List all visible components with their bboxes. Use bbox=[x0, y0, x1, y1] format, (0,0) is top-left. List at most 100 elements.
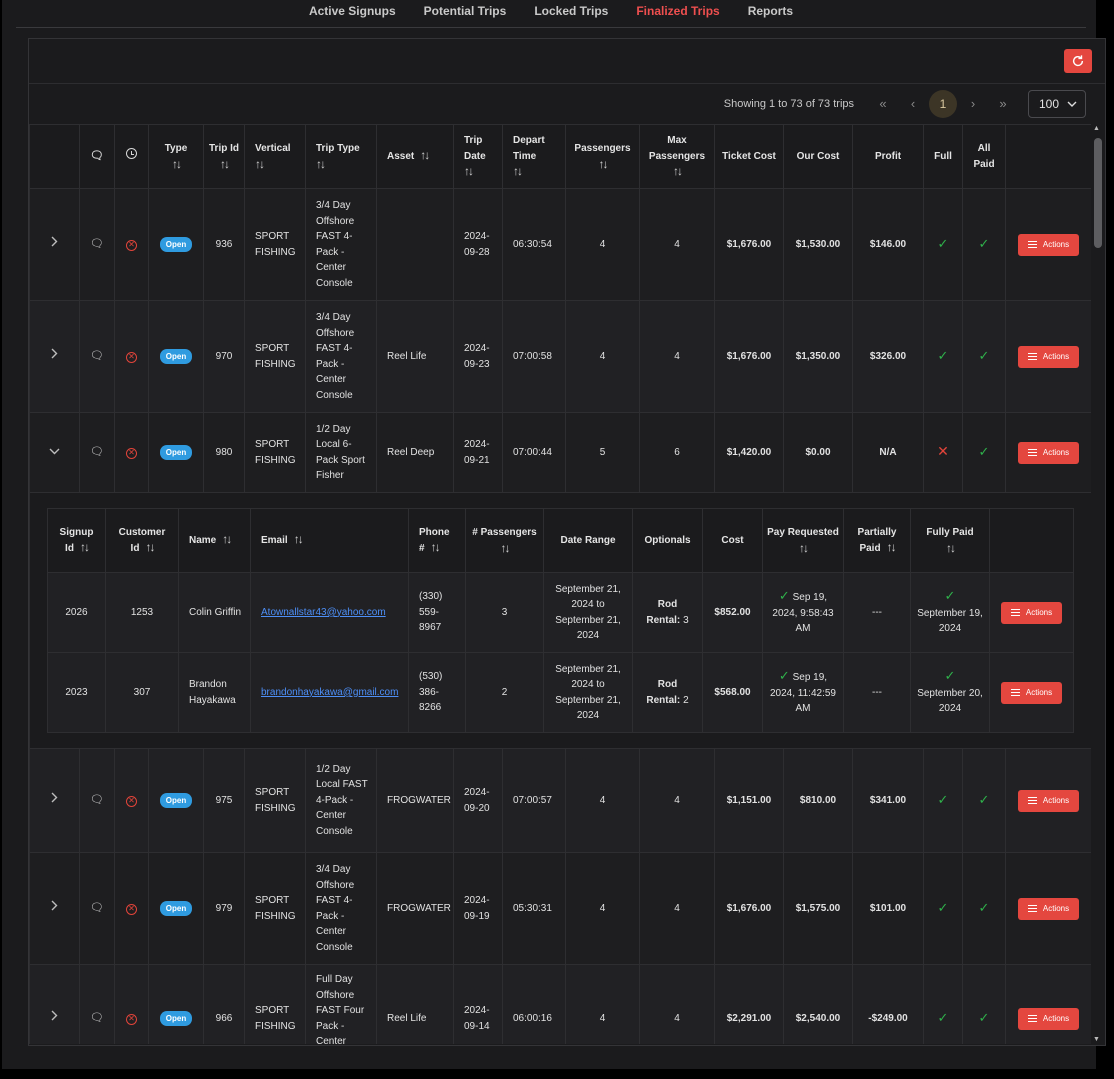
expand-toggle[interactable] bbox=[29, 300, 80, 413]
expand-toggle[interactable] bbox=[29, 188, 80, 301]
passengers-cell: 4 bbox=[565, 852, 640, 965]
cancel-cell[interactable]: ✕ bbox=[114, 748, 149, 853]
chevron-right-icon[interactable] bbox=[51, 900, 58, 911]
trip-date-cell: 2024-09-20 bbox=[453, 748, 503, 853]
col-signup-id[interactable]: Signup Id ↑↓ bbox=[47, 508, 106, 573]
chat-bubble-icon[interactable]: 🗨 bbox=[90, 237, 104, 250]
expand-toggle[interactable] bbox=[29, 412, 80, 493]
prev-page-button[interactable]: ‹ bbox=[910, 96, 916, 111]
trip-date: 2024-09-14 bbox=[464, 1005, 490, 1032]
scrollbar-thumb[interactable] bbox=[1094, 138, 1102, 248]
chat-cell[interactable]: 🗨 bbox=[79, 188, 115, 301]
signup-actions-button[interactable]: Actions bbox=[1000, 601, 1063, 624]
col-trip-type[interactable]: Trip Type ↑↓ bbox=[305, 124, 377, 189]
vertical: SPORT FISHING bbox=[255, 787, 296, 814]
tab-locked-trips[interactable]: Locked Trips bbox=[534, 4, 609, 18]
check-icon: ✓ bbox=[937, 1009, 949, 1025]
chat-cell[interactable]: 🗨 bbox=[79, 412, 115, 493]
scroll-up-icon[interactable]: ▲ bbox=[1093, 125, 1100, 132]
actions-button[interactable]: Actions bbox=[1017, 233, 1080, 256]
passengers: 5 bbox=[599, 446, 606, 458]
chat-cell[interactable]: 🗨 bbox=[79, 964, 115, 1044]
first-page-button[interactable]: « bbox=[879, 96, 887, 111]
chat-bubble-icon[interactable]: 🗨 bbox=[90, 901, 104, 914]
sort-icon: ↑↓ bbox=[673, 164, 683, 179]
chat-bubble-icon[interactable]: 🗨 bbox=[90, 349, 104, 362]
actions-button[interactable]: Actions bbox=[1017, 789, 1080, 812]
vertical-scrollbar[interactable]: ▲ ▼ bbox=[1091, 124, 1103, 1044]
asset: FROGWATER bbox=[387, 902, 451, 914]
sort-icon: ↑↓ bbox=[946, 540, 956, 555]
x-circle-icon[interactable]: ✕ bbox=[126, 1013, 137, 1025]
scroll-down-icon[interactable]: ▼ bbox=[1093, 1036, 1100, 1043]
menu-icon bbox=[1027, 905, 1037, 912]
email-link[interactable]: brandonhayakawa@gmail.com bbox=[261, 686, 399, 698]
col-num-passengers[interactable]: # Passengers ↑↓ bbox=[465, 508, 544, 573]
col-fully-paid[interactable]: Fully Paid ↑↓ bbox=[910, 508, 990, 573]
tab-reports[interactable]: Reports bbox=[747, 4, 794, 18]
col-type[interactable]: Type ↑↓ bbox=[148, 124, 204, 189]
chevron-right-icon[interactable] bbox=[51, 348, 58, 359]
col-phone[interactable]: Phone # ↑↓ bbox=[408, 508, 466, 573]
tab-potential-trips[interactable]: Potential Trips bbox=[423, 4, 507, 18]
col-passengers[interactable]: Passengers ↑↓ bbox=[565, 124, 640, 189]
chat-cell[interactable]: 🗨 bbox=[79, 852, 115, 965]
last-page-button[interactable]: » bbox=[999, 96, 1007, 111]
actions-button[interactable]: Actions bbox=[1017, 345, 1080, 368]
refresh-button[interactable] bbox=[1064, 49, 1092, 73]
showing-count: Showing 1 to 73 of 73 trips bbox=[723, 97, 854, 110]
col-customer-id[interactable]: Customer Id ↑↓ bbox=[105, 508, 179, 573]
chat-cell[interactable]: 🗨 bbox=[79, 748, 115, 853]
cancel-cell[interactable]: ✕ bbox=[114, 188, 149, 301]
col-depart-time[interactable]: Depart Time ↑↓ bbox=[502, 124, 566, 189]
x-circle-icon[interactable]: ✕ bbox=[126, 903, 137, 915]
col-pay-requested[interactable]: Pay Requested ↑↓ bbox=[762, 508, 844, 573]
chat-bubble-icon[interactable]: 🗨 bbox=[90, 1011, 104, 1024]
x-circle-icon[interactable]: ✕ bbox=[126, 795, 137, 807]
cancel-cell[interactable]: ✕ bbox=[114, 964, 149, 1044]
signup-actions-button[interactable]: Actions bbox=[1000, 681, 1063, 704]
x-circle-icon[interactable]: ✕ bbox=[126, 351, 137, 363]
current-page-button[interactable]: 1 bbox=[929, 89, 957, 118]
col-trip-date[interactable]: Trip Date ↑↓ bbox=[453, 124, 503, 189]
actions-button[interactable]: Actions bbox=[1017, 897, 1080, 920]
cancel-cell[interactable]: ✕ bbox=[114, 412, 149, 493]
chevron-right-icon[interactable] bbox=[51, 236, 58, 247]
actions-button[interactable]: Actions bbox=[1017, 1007, 1080, 1030]
chat-cell[interactable]: 🗨 bbox=[79, 300, 115, 413]
chat-bubble-icon[interactable]: 🗨 bbox=[90, 793, 104, 806]
chevron-down-icon[interactable] bbox=[49, 448, 60, 455]
tab-finalized-trips[interactable]: Finalized Trips bbox=[636, 4, 720, 18]
sort-icon: ↑↓ bbox=[220, 156, 230, 171]
expand-toggle[interactable] bbox=[29, 964, 80, 1044]
col-asset[interactable]: Asset ↑↓ bbox=[376, 124, 454, 189]
chat-bubble-icon[interactable]: 🗨 bbox=[90, 445, 104, 458]
next-page-button[interactable]: › bbox=[970, 96, 976, 111]
check-icon: ✓ bbox=[978, 235, 990, 251]
ticket-cost: $1,676.00 bbox=[726, 902, 772, 914]
actions-button[interactable]: Actions bbox=[1017, 441, 1080, 464]
expand-toggle[interactable] bbox=[29, 852, 80, 965]
trip-id: 970 bbox=[215, 350, 233, 362]
signups-table: Signup Id ↑↓ Customer Id ↑↓ Name ↑↓ Email ↑↓ Pho… bbox=[47, 508, 1074, 733]
col-name[interactable]: Name ↑↓ bbox=[178, 508, 251, 573]
col-max-passengers[interactable]: Max Passengers ↑↓ bbox=[639, 124, 715, 189]
max-passengers-cell: 4 bbox=[639, 852, 715, 965]
col-email[interactable]: Email ↑↓ bbox=[250, 508, 409, 573]
depart-time-cell: 05:30:31 bbox=[502, 852, 566, 965]
max-passengers: 4 bbox=[674, 350, 680, 362]
chevron-right-icon[interactable] bbox=[51, 1010, 58, 1021]
col-trip-id[interactable]: Trip Id ↑↓ bbox=[203, 124, 245, 189]
col-partially-paid[interactable]: Partially Paid ↑↓ bbox=[843, 508, 911, 573]
col-vertical[interactable]: Vertical ↑↓ bbox=[244, 124, 306, 189]
cancel-cell[interactable]: ✕ bbox=[114, 852, 149, 965]
x-circle-icon[interactable]: ✕ bbox=[126, 239, 137, 251]
page-size-select[interactable]: 100 bbox=[1028, 89, 1086, 118]
cancel-cell[interactable]: ✕ bbox=[114, 300, 149, 413]
x-circle-icon[interactable]: ✕ bbox=[126, 447, 137, 459]
chevron-right-icon[interactable] bbox=[51, 792, 58, 803]
email-link[interactable]: Atownallstar43@yahoo.com bbox=[261, 606, 386, 618]
expand-toggle[interactable] bbox=[29, 748, 80, 853]
tab-active-signups[interactable]: Active Signups bbox=[308, 4, 396, 18]
actions-label: Actions bbox=[1025, 607, 1053, 617]
